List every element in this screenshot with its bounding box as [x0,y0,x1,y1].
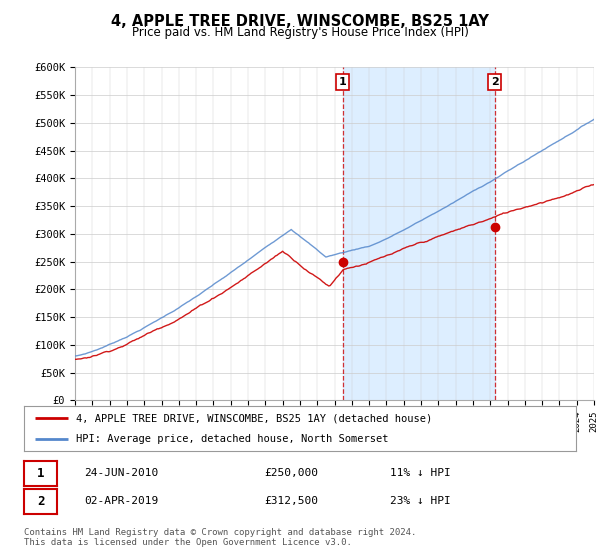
Bar [343,67,494,400]
Text: 1: 1 [37,466,44,480]
Text: 11% ↓ HPI: 11% ↓ HPI [390,468,451,478]
Text: £312,500: £312,500 [264,496,318,506]
Text: 02-APR-2019: 02-APR-2019 [84,496,158,506]
Text: HPI: Average price, detached house, North Somerset: HPI: Average price, detached house, Nort… [76,433,389,444]
Text: 4, APPLE TREE DRIVE, WINSCOMBE, BS25 1AY (detached house): 4, APPLE TREE DRIVE, WINSCOMBE, BS25 1AY… [76,413,433,423]
Text: Contains HM Land Registry data © Crown copyright and database right 2024.
This d: Contains HM Land Registry data © Crown c… [24,528,416,547]
Text: 4, APPLE TREE DRIVE, WINSCOMBE, BS25 1AY: 4, APPLE TREE DRIVE, WINSCOMBE, BS25 1AY [111,14,489,29]
Text: 2: 2 [37,494,44,508]
Text: 1: 1 [339,77,347,87]
Text: 2: 2 [491,77,499,87]
Text: £250,000: £250,000 [264,468,318,478]
Text: 24-JUN-2010: 24-JUN-2010 [84,468,158,478]
Text: Price paid vs. HM Land Registry's House Price Index (HPI): Price paid vs. HM Land Registry's House … [131,26,469,39]
Text: 23% ↓ HPI: 23% ↓ HPI [390,496,451,506]
